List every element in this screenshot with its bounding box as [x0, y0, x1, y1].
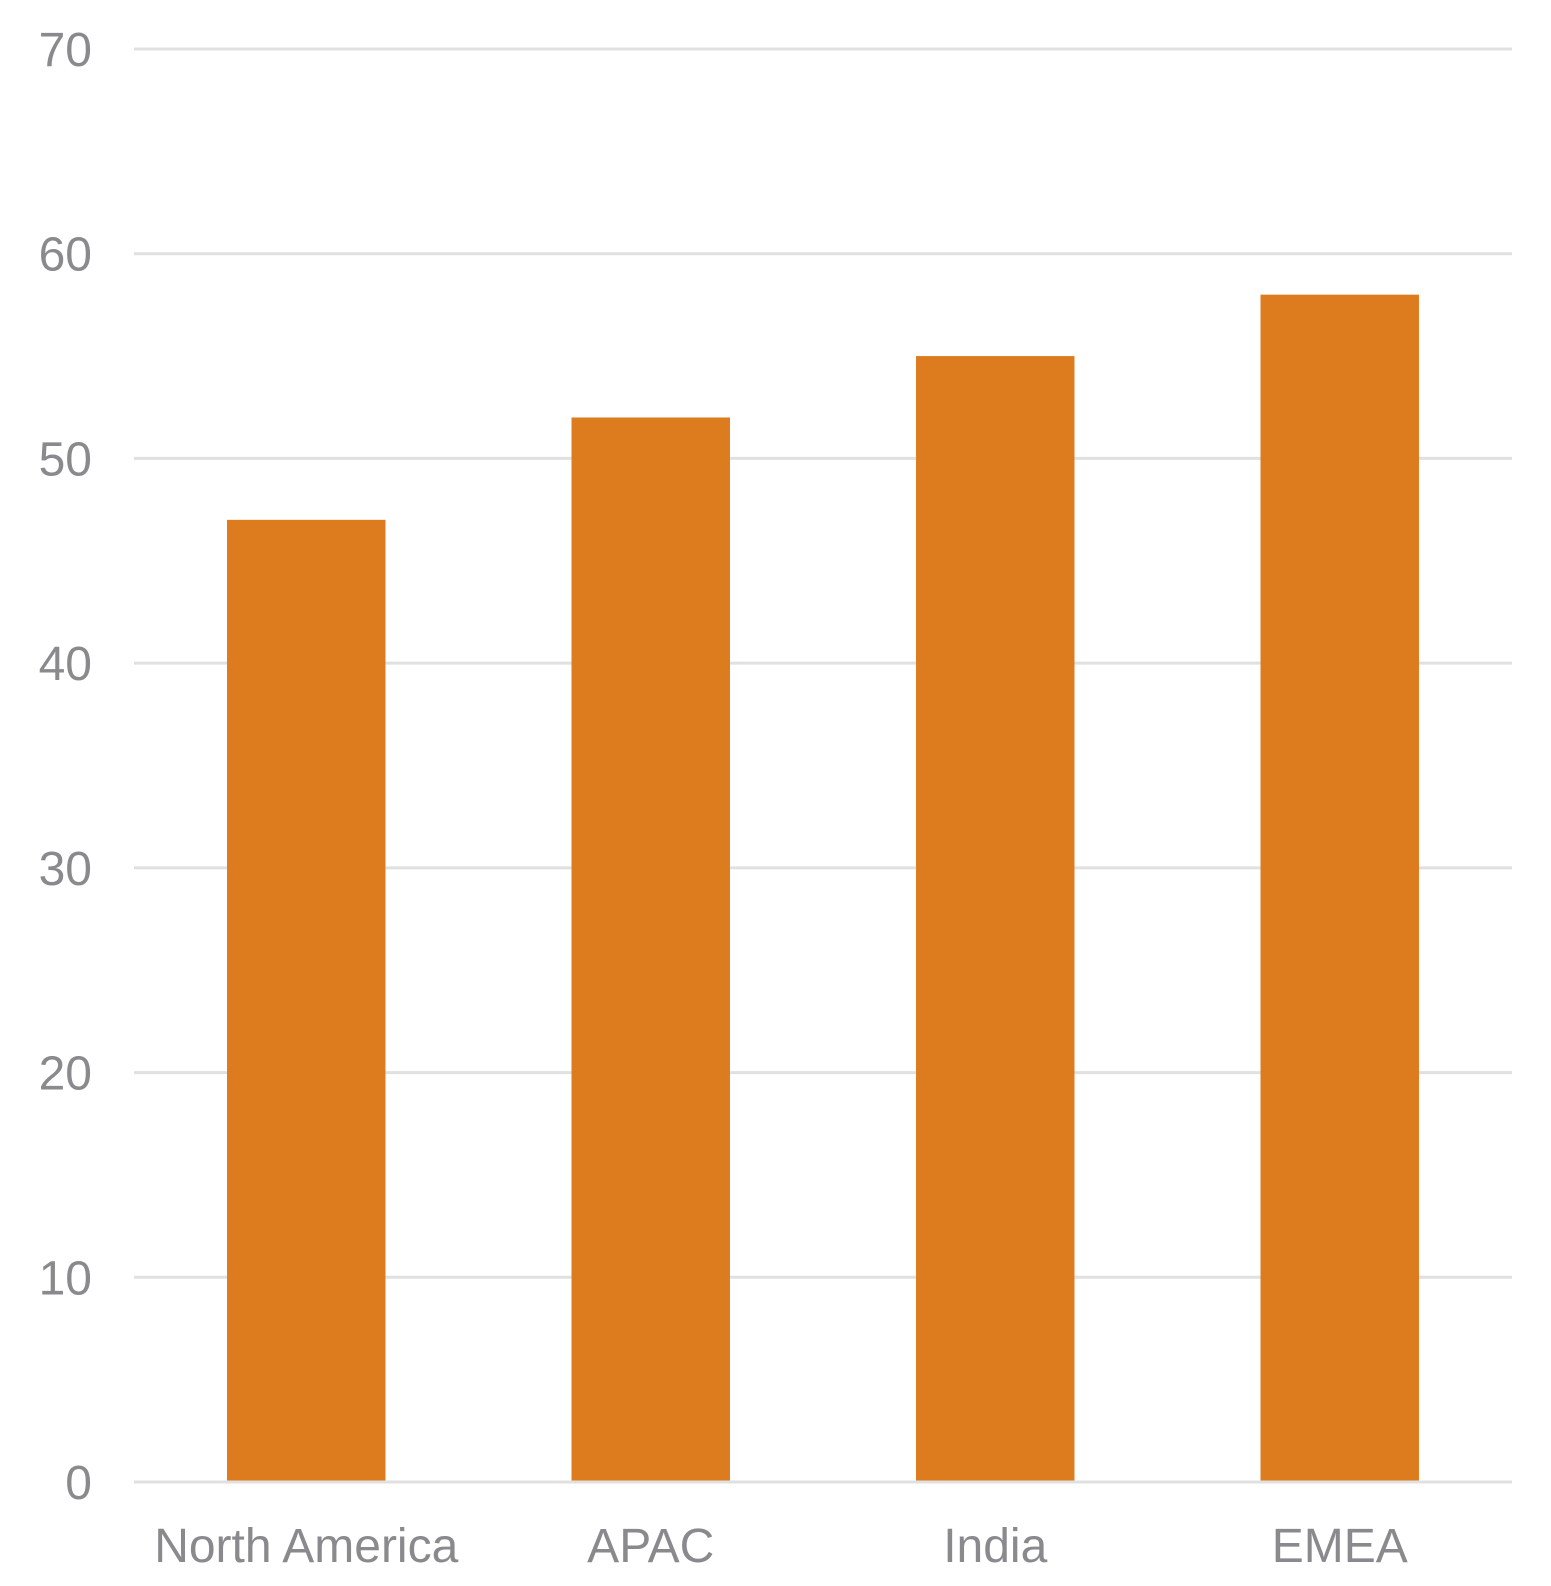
y-tick-label: 20	[39, 1048, 92, 1101]
bar-emea	[1260, 294, 1419, 1481]
y-tick-label: 10	[39, 1252, 92, 1305]
y-tick-label: 60	[39, 229, 92, 282]
x-category-label: APAC	[587, 1520, 714, 1573]
bar-india	[916, 356, 1075, 1481]
x-category-label: North America	[154, 1520, 458, 1573]
y-tick-label: 30	[39, 843, 92, 896]
bar-apac	[571, 417, 730, 1481]
x-axis-categories: North America APAC India EMEA	[154, 1520, 1408, 1573]
y-tick-label: 0	[65, 1457, 92, 1510]
bar-north-america	[227, 519, 386, 1481]
bars	[227, 294, 1419, 1481]
y-axis-ticks: 0 10 20 30 40 50 60 70	[39, 24, 92, 1510]
y-tick-label: 50	[39, 433, 92, 486]
x-category-label: EMEA	[1272, 1520, 1408, 1573]
y-tick-label: 70	[39, 24, 92, 77]
y-tick-label: 40	[39, 638, 92, 691]
x-category-label: India	[943, 1520, 1047, 1573]
